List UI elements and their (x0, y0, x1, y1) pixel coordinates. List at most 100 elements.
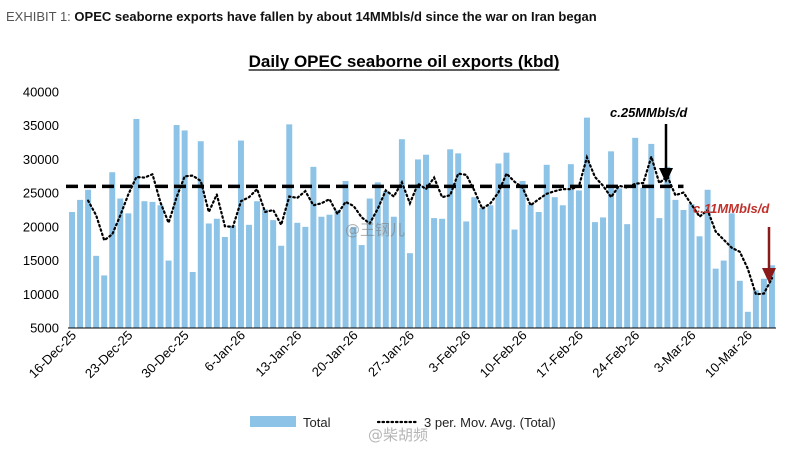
bar-total (189, 272, 196, 328)
bar-total (133, 118, 140, 328)
bar-total (390, 216, 397, 328)
bar-total (704, 189, 711, 328)
x-tick-label: 24-Feb-26 (589, 328, 642, 381)
bar-total (197, 141, 204, 328)
watermark-text: @柴胡频 (368, 426, 428, 444)
bar-total (294, 222, 301, 328)
bar-total (624, 224, 631, 328)
y-tick-label: 35000 (23, 118, 59, 133)
legend: Total 3 per. Mov. Avg. (Total) (250, 415, 556, 430)
bar-total (342, 181, 349, 328)
moving-average-line (86, 152, 774, 296)
x-tick-label: 27-Jan-26 (365, 328, 417, 380)
bar-total (286, 124, 293, 329)
bar-total (334, 210, 341, 328)
bar-total (431, 218, 438, 328)
y-tick-label: 25000 (23, 186, 59, 201)
bar-total (157, 205, 164, 328)
bar-total (600, 217, 606, 328)
bar-total (398, 139, 405, 328)
bar-total (744, 311, 751, 328)
bar-total (688, 203, 695, 328)
bar-total (366, 198, 373, 328)
bar-total (117, 198, 124, 328)
bar-total (720, 260, 727, 328)
bar-total (310, 166, 317, 328)
bar-total (125, 213, 132, 328)
legend-label: 3 per. Mov. Avg. (Total) (424, 415, 556, 430)
y-tick-label: 10000 (23, 287, 59, 302)
bar-total (640, 187, 647, 328)
bar-total (93, 255, 100, 328)
bar-total (463, 221, 470, 328)
x-tick-label: 10-Mar-26 (702, 328, 755, 381)
annotation-arrow-head (659, 168, 673, 183)
bar-total (455, 153, 462, 328)
bar-total (760, 278, 767, 328)
bar-total (632, 137, 639, 328)
x-tick-label: 10-Feb-26 (477, 328, 530, 381)
bar-total (77, 199, 84, 328)
bars (69, 117, 775, 329)
bar-total (503, 152, 510, 328)
bar-total (736, 280, 743, 328)
bar-total (471, 197, 478, 328)
bar-total (487, 205, 494, 328)
bar-total (447, 149, 454, 328)
bar-total (246, 224, 252, 328)
bar-total (616, 188, 623, 328)
bar-total (696, 236, 703, 328)
bar-total (583, 117, 590, 329)
bar-total (149, 201, 156, 328)
annotation-label: c.11MMbls/d (693, 201, 770, 216)
bar-total (752, 290, 759, 328)
bar-total (173, 125, 180, 328)
watermark-text: @王钢儿 (345, 221, 405, 239)
bar-total (238, 140, 244, 328)
bar-total (769, 265, 775, 328)
bar-total (165, 260, 172, 328)
x-tick-label: 13-Jan-26 (252, 328, 304, 380)
bar-total (358, 245, 365, 328)
bar-total (181, 130, 188, 328)
bar-total (511, 229, 518, 328)
x-tick-label: 3-Feb-26 (425, 328, 473, 376)
bar-total (648, 143, 655, 328)
exhibit-header: EXHIBIT 1: OPEC seaborne exports have fa… (6, 9, 597, 24)
bar-total (101, 275, 108, 328)
bar-total (415, 159, 421, 328)
bar-total (712, 268, 719, 328)
bar-total (728, 213, 735, 328)
bar-total (680, 210, 687, 328)
bar-total (213, 218, 220, 328)
annotation-label: c.25MMbls/d (610, 105, 688, 120)
chart-title: Daily OPEC seaborne oil exports (kbd) (249, 52, 560, 71)
bar-total (205, 223, 212, 328)
x-axis: 16-Dec-25 23-Dec-25 30-Dec-25 6-Jan-26 13-Ja… (26, 328, 755, 382)
y-tick-label: 40000 (23, 85, 59, 100)
bar-total (221, 236, 228, 328)
bar-total (439, 218, 446, 328)
exhibit-title: OPEC seaborne exports have fallen by abo… (74, 9, 597, 24)
bar-total (575, 190, 582, 328)
bar-total (406, 253, 413, 328)
bar-total (527, 204, 534, 328)
x-tick-label: 17-Feb-26 (533, 328, 586, 381)
annotations: c.25MMbls/d c.11MMbls/d (610, 105, 776, 283)
bar-total (374, 182, 381, 328)
bar-total (672, 199, 679, 328)
bar-total (535, 212, 542, 328)
bar-total (270, 220, 277, 328)
x-tick-label: 23-Dec-25 (82, 328, 136, 382)
y-axis: 5000 10000 15000 20000 25000 30000 35000 40000 (23, 85, 59, 336)
legend-swatch-total (250, 416, 296, 427)
bar-total (326, 214, 333, 328)
bar-total (69, 212, 75, 328)
bar-total (592, 222, 598, 328)
y-tick-label: 30000 (23, 152, 59, 167)
x-tick-label: 30-Dec-25 (138, 328, 192, 382)
bar-total (551, 197, 558, 328)
bar-total (262, 209, 269, 328)
watermarks: @王钢儿 @柴胡频 (345, 221, 428, 444)
